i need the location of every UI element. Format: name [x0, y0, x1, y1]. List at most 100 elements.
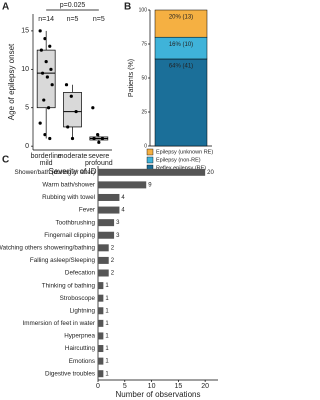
- point: [44, 60, 48, 64]
- point: [49, 67, 53, 71]
- bar: [98, 231, 115, 239]
- y-tick-label: Emotions: [69, 358, 95, 365]
- point: [64, 83, 69, 87]
- data-label: 4: [121, 208, 125, 214]
- x-tick-label: moderate: [58, 153, 88, 160]
- x-axis-title: Severity of ID: [48, 167, 96, 176]
- y-tick-label: Warm bath/shower: [42, 182, 95, 189]
- data-label: 1: [105, 321, 109, 327]
- y-tick-label: 0: [144, 143, 147, 149]
- bar: [98, 206, 120, 214]
- point: [38, 121, 42, 125]
- n-label: n=14: [38, 16, 54, 23]
- legend-label: Reflex epilepsy (RE): [156, 165, 206, 171]
- y-axis-title: Patients (%): [128, 59, 135, 97]
- bar: [98, 168, 206, 176]
- y-tick-label: 50: [141, 75, 147, 81]
- y-tick-label: Shower/bath (during or after): [14, 169, 95, 176]
- bar: [98, 345, 104, 353]
- x-tick-label: 5: [123, 383, 127, 390]
- y-tick-label: 0: [25, 143, 29, 150]
- bar-segment: [154, 58, 208, 147]
- point: [66, 125, 70, 129]
- y-tick-label: 100: [139, 7, 148, 13]
- point: [46, 106, 51, 110]
- point: [48, 44, 52, 48]
- x-tick-label: 0: [96, 383, 100, 390]
- y-tick-label: Watching others showering/bathing: [0, 244, 95, 251]
- point: [45, 75, 49, 79]
- bar: [98, 256, 109, 264]
- x-tick-label: profound: [85, 160, 113, 167]
- y-tick-label: Fingernail clipping: [44, 232, 95, 239]
- y-tick-label: 15: [21, 28, 29, 35]
- bar: [98, 319, 104, 327]
- data-label: 20: [207, 170, 214, 176]
- x-axis-title: Number of observations: [116, 390, 201, 399]
- data-label: 3: [116, 220, 120, 226]
- data-label: 1: [105, 346, 109, 352]
- point: [96, 133, 100, 137]
- data-label: 1: [105, 296, 109, 302]
- data-label: 1: [105, 308, 109, 314]
- bar: [98, 219, 115, 227]
- y-tick-label: Haircutting: [65, 345, 96, 352]
- point: [92, 136, 96, 141]
- bar: [98, 357, 104, 365]
- y-tick-label: Defecation: [65, 270, 96, 277]
- bar: [98, 244, 109, 252]
- y-tick-label: Thinking of bathing: [42, 282, 96, 289]
- point: [97, 140, 101, 144]
- bar: [98, 370, 104, 378]
- y-tick-label: 75: [141, 41, 147, 47]
- y-tick-label: Falling asleep/Sleeping: [30, 257, 96, 264]
- point: [69, 94, 73, 98]
- point: [100, 136, 105, 141]
- bar: [98, 181, 147, 189]
- point: [43, 36, 47, 41]
- y-axis-title: Age of epilepsy onset: [7, 43, 16, 120]
- point: [40, 71, 45, 75]
- x-tick-label: severe: [88, 153, 109, 160]
- data-label: 9: [148, 182, 152, 188]
- legend-swatch: [146, 148, 154, 156]
- x-tick-label: borderline: [31, 153, 62, 160]
- y-tick-label: Rubbing with towel: [42, 194, 95, 201]
- y-tick-label: Hyperpnea: [64, 333, 95, 340]
- data-label: 2: [111, 258, 115, 264]
- point: [48, 136, 52, 141]
- bar: [98, 307, 104, 315]
- bar: [98, 332, 104, 340]
- y-tick-label: 5: [25, 105, 29, 112]
- panel-label: A: [2, 2, 9, 13]
- data-label: 1: [105, 359, 109, 365]
- point: [50, 83, 54, 87]
- point: [39, 48, 43, 52]
- box: [36, 49, 56, 109]
- legend-label: Epilepsy (unknown RE): [156, 149, 213, 155]
- data-label: 2: [111, 245, 115, 251]
- y-tick-label: Immersion of feet in water: [23, 320, 95, 327]
- y-tick-label: Stroboscope: [60, 295, 96, 302]
- y-tick-label: Toothbrushing: [55, 219, 95, 226]
- data-label: 4: [121, 195, 125, 201]
- data-label: 2: [111, 271, 115, 277]
- point: [74, 109, 78, 114]
- data-label: 16% (10): [169, 42, 193, 48]
- point: [43, 133, 47, 137]
- y-tick-label: 25: [141, 109, 147, 115]
- data-label: 3: [116, 233, 120, 239]
- y-tick-label: Digestive troubles: [45, 370, 95, 377]
- y-tick-label: Lightning: [69, 307, 95, 314]
- box: [63, 92, 82, 128]
- data-label: 1: [105, 283, 109, 289]
- data-label: 20% (13): [169, 15, 193, 21]
- y-tick-label: 10: [21, 66, 29, 73]
- x-tick-label: 10: [148, 383, 156, 390]
- bar: [98, 294, 104, 302]
- data-label: 1: [105, 334, 109, 340]
- data-label: 64% (41): [169, 64, 193, 70]
- data-label: 1: [105, 371, 109, 377]
- panel-label: B: [124, 2, 131, 13]
